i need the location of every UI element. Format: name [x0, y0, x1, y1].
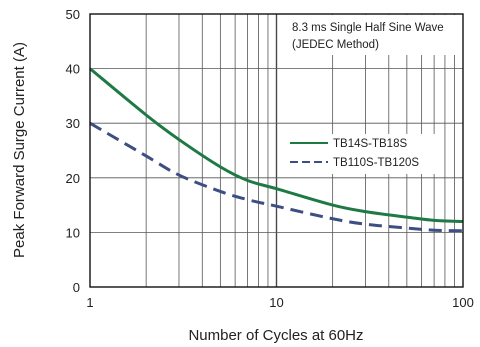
x-tick-label: 100: [452, 295, 474, 310]
legend-label-tb14s: TB14S-TB18S: [333, 138, 407, 150]
plot-frame: [89, 13, 464, 288]
y-axis-title: Peak Forward Surge Current (A): [11, 42, 28, 258]
y-tick-label: 50: [66, 7, 80, 22]
x-axis-title: Number of Cycles at 60Hz: [188, 327, 363, 344]
legend-label-tb110s: TB110S-TB120S: [333, 157, 419, 169]
annotation-box-bg: [286, 15, 462, 55]
annotation-line-1: 8.3 ms Single Half Sine Wave: [292, 22, 444, 34]
y-tick-label: 0: [73, 280, 80, 295]
y-tick-label: 20: [66, 171, 80, 186]
series-line-tb14s: [89, 67, 464, 223]
legend-box-bg: [285, 134, 435, 174]
y-tick-label: 30: [66, 116, 80, 131]
y-tick-label: 10: [66, 225, 80, 240]
annotation-line-2: (JEDEC Method): [292, 39, 379, 51]
y-tick-label: 40: [66, 62, 80, 77]
x-tick-label: 10: [269, 295, 283, 310]
series-lines: [89, 67, 464, 233]
series-line-tb110s: [89, 121, 464, 233]
tick-labels: 0 10 20 30 40 50 1 10 100: [66, 7, 474, 310]
x-tick-label: 1: [86, 295, 93, 310]
